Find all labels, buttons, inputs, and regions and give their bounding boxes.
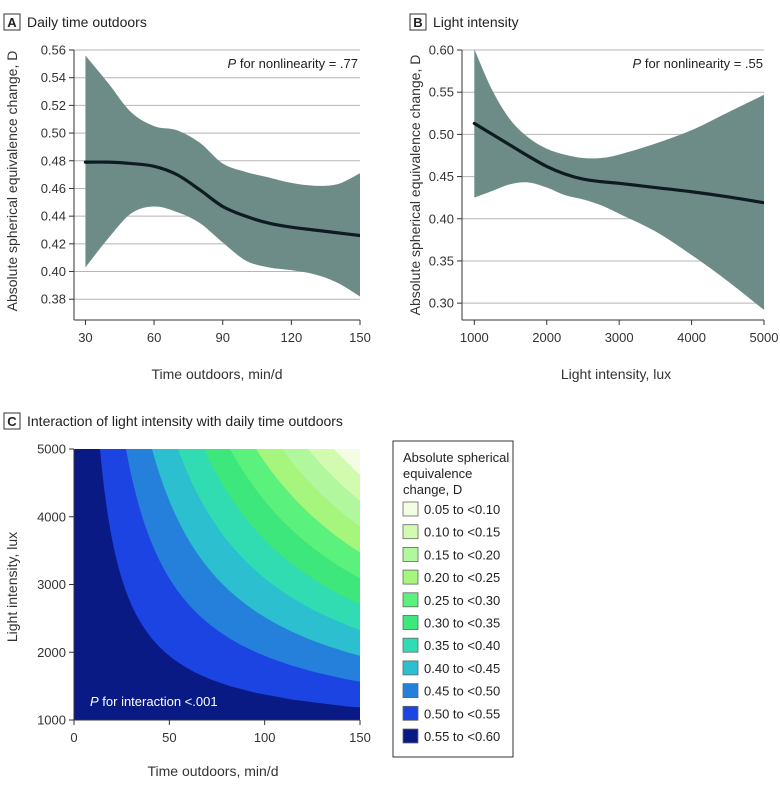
legend-swatch [402, 660, 419, 676]
panel-a-y-tick-label: 0.52 [41, 98, 66, 113]
panel-b-y-tick-label: 0.45 [429, 169, 454, 184]
panel-b-y-axis-label: Absolute spherical equivalence change, D [407, 55, 423, 316]
legend-swatch [402, 615, 419, 630]
panel-b-x-tick-label: 4000 [677, 330, 706, 345]
panel-b-y-tick-label: 0.40 [429, 211, 454, 226]
legend-title-line-1: Absolute spherical [403, 450, 509, 465]
panel-a-letter: A [7, 15, 17, 30]
panel-a-y-axis-label: Absolute spherical equivalence change, D [4, 51, 20, 312]
panel-c-letter-box [3, 412, 21, 430]
panel-a-axes: 0.38 0.40 0.42 0.44 0.46 0.48 0.50 0.52 0.54 0.56… [41, 43, 371, 346]
panel-a-y-tick-label: 0.38 [41, 292, 66, 307]
legend-swatch [402, 501, 419, 517]
panel-a-confidence-band [85, 55, 360, 297]
legend-label: 0.55 to <0.60 [424, 729, 500, 744]
panel-a-y-tick-label: 0.40 [41, 264, 66, 279]
legend-items: 0.05 to <0.10 0.10 to <0.15 0.15 to <0.20 0… [402, 501, 500, 744]
panel-a-y-tick-label: 0.54 [41, 70, 66, 85]
legend-swatch [402, 592, 419, 608]
panel-a-p-annotation: P for nonlinearity = .77 [228, 56, 358, 71]
legend-label: 0.30 to <0.35 [424, 616, 500, 631]
panel-a-y-tick-label: 0.50 [41, 126, 66, 141]
legend-swatch [402, 728, 419, 744]
panel-a-x-tick-label: 120 [281, 330, 303, 345]
panel-a-x-tick-label: 60 [147, 330, 161, 345]
legend-swatch [402, 569, 419, 585]
panel-b-x-tick-label: 3000 [605, 330, 634, 345]
panel-c-x-tick-label: 150 [349, 730, 371, 745]
panel-b-p-annotation: P for nonlinearity = .55 [633, 56, 763, 71]
panel-c-contour-plot [74, 449, 360, 720]
panel-c-y-tick-label: 5000 [37, 442, 66, 457]
panel-c-x-tick-label: 50 [162, 730, 176, 745]
panel-b-x-tick-label: 5000 [750, 330, 779, 345]
legend-label: 0.20 to <0.25 [424, 570, 500, 585]
panel-c-title: Interaction of light intensity with dail… [27, 413, 343, 429]
panel-c-y-axis-label: Light intensity, lux [4, 532, 20, 642]
panel-b-title: Light intensity [433, 14, 519, 30]
panel-a-title: Daily time outdoors [27, 14, 147, 30]
contour-region [308, 449, 360, 501]
panel-c-y-tick-label: 4000 [37, 509, 66, 524]
legend-title-line-2: equivalence [403, 466, 472, 481]
legend-swatch [402, 637, 419, 653]
legend-title-line-3: change, D [403, 482, 462, 497]
panel-b-letter-box [409, 13, 427, 31]
panel-b-x-axis-label: Light intensity, lux [561, 366, 671, 382]
panel-c-y-tick-label: 3000 [37, 577, 66, 592]
panel-c-y-tick-label: 1000 [37, 713, 66, 728]
panel-b-axes: 0.30 0.35 0.40 0.45 0.50 0.55 0.60 1000 2000 3000… [429, 43, 779, 346]
legend-label: 0.10 to <0.15 [424, 525, 500, 540]
panel-a-x-tick-label: 90 [215, 330, 229, 345]
panel-c-x-axis-label: Time outdoors, min/d [148, 763, 279, 779]
panel-b-x-tick-label: 1000 [460, 330, 489, 345]
legend-label: 0.25 to <0.30 [424, 593, 500, 608]
panel-c-y-tick-label: 2000 [37, 645, 66, 660]
panel-a-x-axis-label: Time outdoors, min/d [152, 366, 283, 382]
panel-b-y-tick-label: 0.60 [429, 43, 454, 58]
panel-b-letter: B [413, 15, 422, 30]
legend-swatch [402, 547, 419, 562]
panel-b-x-tick-label: 2000 [532, 330, 561, 345]
legend-label: 0.40 to <0.45 [424, 661, 500, 676]
panel-a-y-tick-label: 0.56 [41, 43, 66, 58]
panel-a-estimate-line [83, 160, 360, 238]
panel-a-y-tick-label: 0.44 [41, 209, 66, 224]
panel-c-p-annotation: P for interaction <.001 [90, 694, 218, 709]
panel-a-y-tick-label: 0.48 [41, 153, 66, 168]
panel-a-letter-box [3, 13, 21, 31]
legend-swatch [402, 705, 419, 721]
legend-swatch [402, 524, 419, 540]
legend-label: 0.05 to <0.10 [424, 502, 500, 517]
panel-b-y-tick-label: 0.35 [429, 253, 454, 268]
panel-c-legend: Absolute spherical equivalence change, D… [392, 440, 514, 758]
panel-b-y-tick-label: 0.55 [429, 85, 454, 100]
panel-b-confidence-band [474, 50, 764, 310]
legend-label: 0.15 to <0.20 [424, 547, 500, 562]
legend-label: 0.35 to <0.40 [424, 638, 500, 653]
panel-b-y-tick-label: 0.50 [429, 127, 454, 142]
panel-c-letter: C [7, 414, 17, 429]
legend-label: 0.45 to <0.50 [424, 684, 500, 699]
panel-a: A Daily time outdoors 0.380.400.420.440.… [3, 13, 371, 382]
legend-swatch [402, 683, 419, 698]
panel-a-x-tick-label: 30 [78, 330, 92, 345]
legend-label: 0.50 to <0.55 [424, 706, 500, 721]
panel-b: B Light intensity 0.300.350.400.450.500.… [407, 13, 779, 382]
panel-c-x-tick-label: 100 [254, 730, 276, 745]
panel-b-estimate-line [472, 121, 764, 205]
panel-a-y-tick-label: 0.42 [41, 236, 66, 251]
panel-c-axes: 1000 2000 3000 4000 5000 0 50 100 150 [37, 442, 371, 746]
panel-b-y-tick-label: 0.30 [429, 296, 454, 311]
panel-a-x-tick-label: 150 [349, 330, 371, 345]
panel-c: C Interaction of light intensity with da… [3, 412, 514, 779]
contour-region [334, 449, 360, 475]
panel-a-y-tick-label: 0.46 [41, 181, 66, 196]
panel-c-x-tick-label: 0 [70, 730, 77, 745]
